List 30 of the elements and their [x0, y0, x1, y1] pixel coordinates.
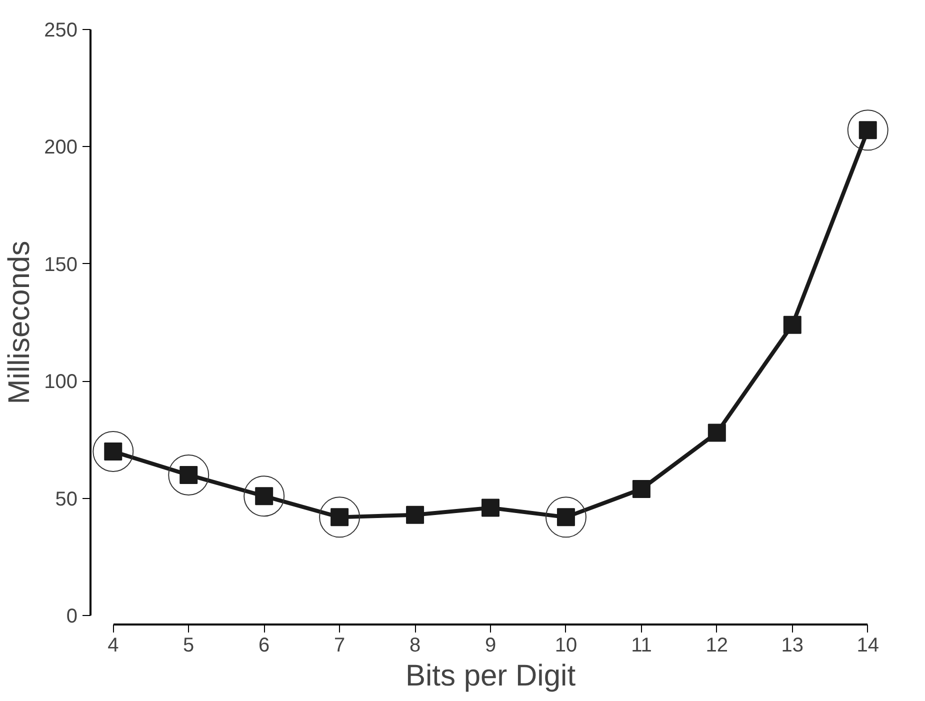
x-tick-label: 7	[334, 634, 346, 656]
x-tick-label: 11	[631, 634, 652, 656]
x-tick-label: 10	[554, 634, 578, 656]
point	[168, 454, 210, 496]
point	[783, 316, 802, 334]
x-tick-label: 5	[183, 634, 194, 656]
y-tick-label: 250	[44, 19, 78, 42]
x-tick-label: 13	[781, 634, 804, 656]
x-tick-label: 14	[856, 634, 879, 656]
point	[545, 496, 586, 538]
y-tick-label: 100	[44, 371, 78, 394]
point	[406, 506, 424, 524]
point	[319, 496, 360, 538]
y-tick-label: 50	[55, 488, 78, 510]
point	[708, 424, 726, 442]
x-tick-label: 4	[108, 634, 119, 656]
x-tick-label: 12	[706, 634, 728, 656]
x-axis-title: Bits per Digit	[405, 660, 576, 692]
x-tick-label: 8	[409, 634, 421, 656]
x-tick-label: 9	[484, 634, 496, 656]
point	[92, 431, 134, 472]
y-axis-title: Milliseconds	[3, 240, 36, 404]
y-tick-label: 0	[66, 606, 78, 628]
x-tick-label: 6	[258, 634, 270, 656]
y-tick-label: 200	[44, 136, 78, 159]
point	[244, 476, 285, 517]
point	[632, 480, 650, 498]
point	[482, 498, 500, 517]
point	[847, 110, 888, 151]
y-tick-label: 150	[44, 254, 78, 276]
